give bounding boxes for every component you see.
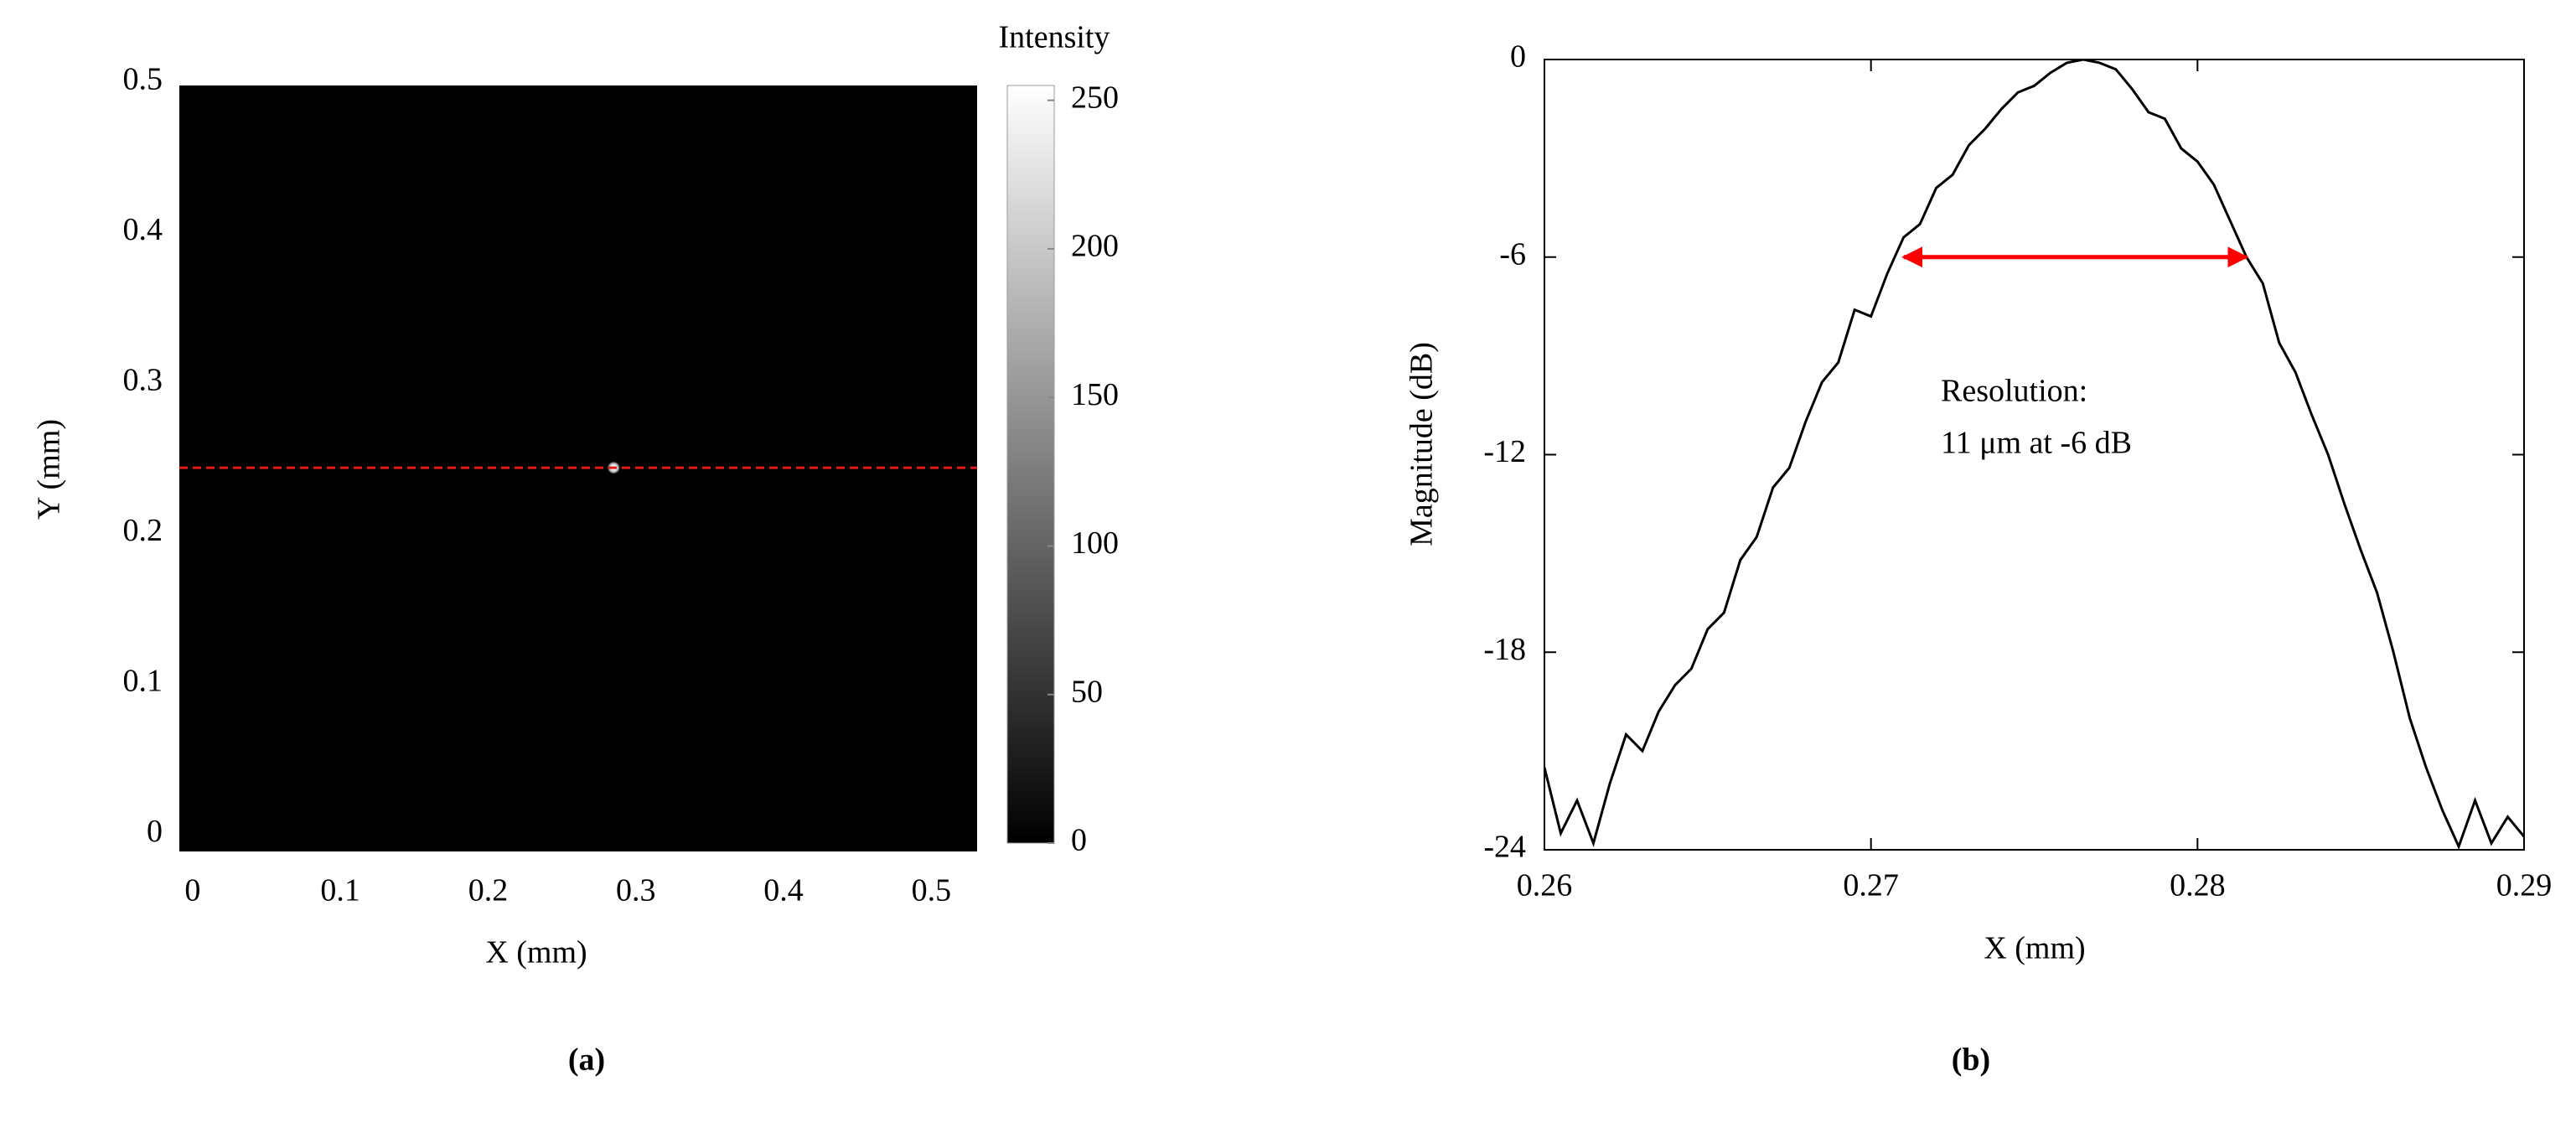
x-tick-label: 0.29 <box>2496 868 2553 903</box>
y-tick-label: 0.2 <box>123 513 163 548</box>
x-axis-title: X (mm) <box>1984 931 2085 966</box>
panel-label: (b) <box>1952 1043 1990 1078</box>
y-tick-label: -18 <box>1483 632 1526 667</box>
x-tick-label: 0 <box>184 873 200 908</box>
x-tick-label: 0.3 <box>616 873 656 908</box>
colorbar-tick-label: 50 <box>1071 674 1103 709</box>
x-tick-label: 0.26 <box>1517 868 1573 903</box>
x-tick-label: 0.27 <box>1843 868 1899 903</box>
colorbar-tick-label: 150 <box>1071 377 1119 412</box>
y-axis-title: Y (mm) <box>32 419 67 520</box>
colorbar-tick-label: 100 <box>1071 525 1119 561</box>
y-tick-label: -12 <box>1483 434 1526 469</box>
annotation-text: 11 μm at -6 dB <box>1941 426 2132 461</box>
x-tick-label: 0.4 <box>763 873 804 908</box>
y-tick-label: 0 <box>1510 39 1526 75</box>
colorbar-tick-label: 200 <box>1071 229 1119 264</box>
panel-label: (a) <box>568 1043 605 1078</box>
y-tick-label: 0 <box>147 814 163 849</box>
colorbar-title: Intensity <box>999 20 1110 55</box>
colorbar-tick-label: 0 <box>1071 823 1087 858</box>
y-tick-label: 0.1 <box>123 664 163 699</box>
x-tick-label: 0.28 <box>2170 868 2226 903</box>
colorbar <box>1006 85 1055 844</box>
y-tick-label: -24 <box>1483 830 1526 865</box>
y-tick-label: 0.3 <box>123 362 163 397</box>
x-tick-label: 0.5 <box>912 873 952 908</box>
colorbar-tick-label: 250 <box>1071 80 1119 115</box>
x-axis-title: X (mm) <box>485 935 587 970</box>
profile-curve <box>1544 60 2524 850</box>
y-axis-title: Magnitude (dB) <box>1404 342 1440 546</box>
y-tick-label: 0.5 <box>123 61 163 96</box>
x-tick-label: 0.2 <box>468 873 509 908</box>
x-tick-label: 0.1 <box>320 873 360 908</box>
annotation-text: Resolution: <box>1941 374 2087 409</box>
y-tick-label: 0.4 <box>123 212 163 247</box>
y-tick-label: -6 <box>1499 236 1526 272</box>
